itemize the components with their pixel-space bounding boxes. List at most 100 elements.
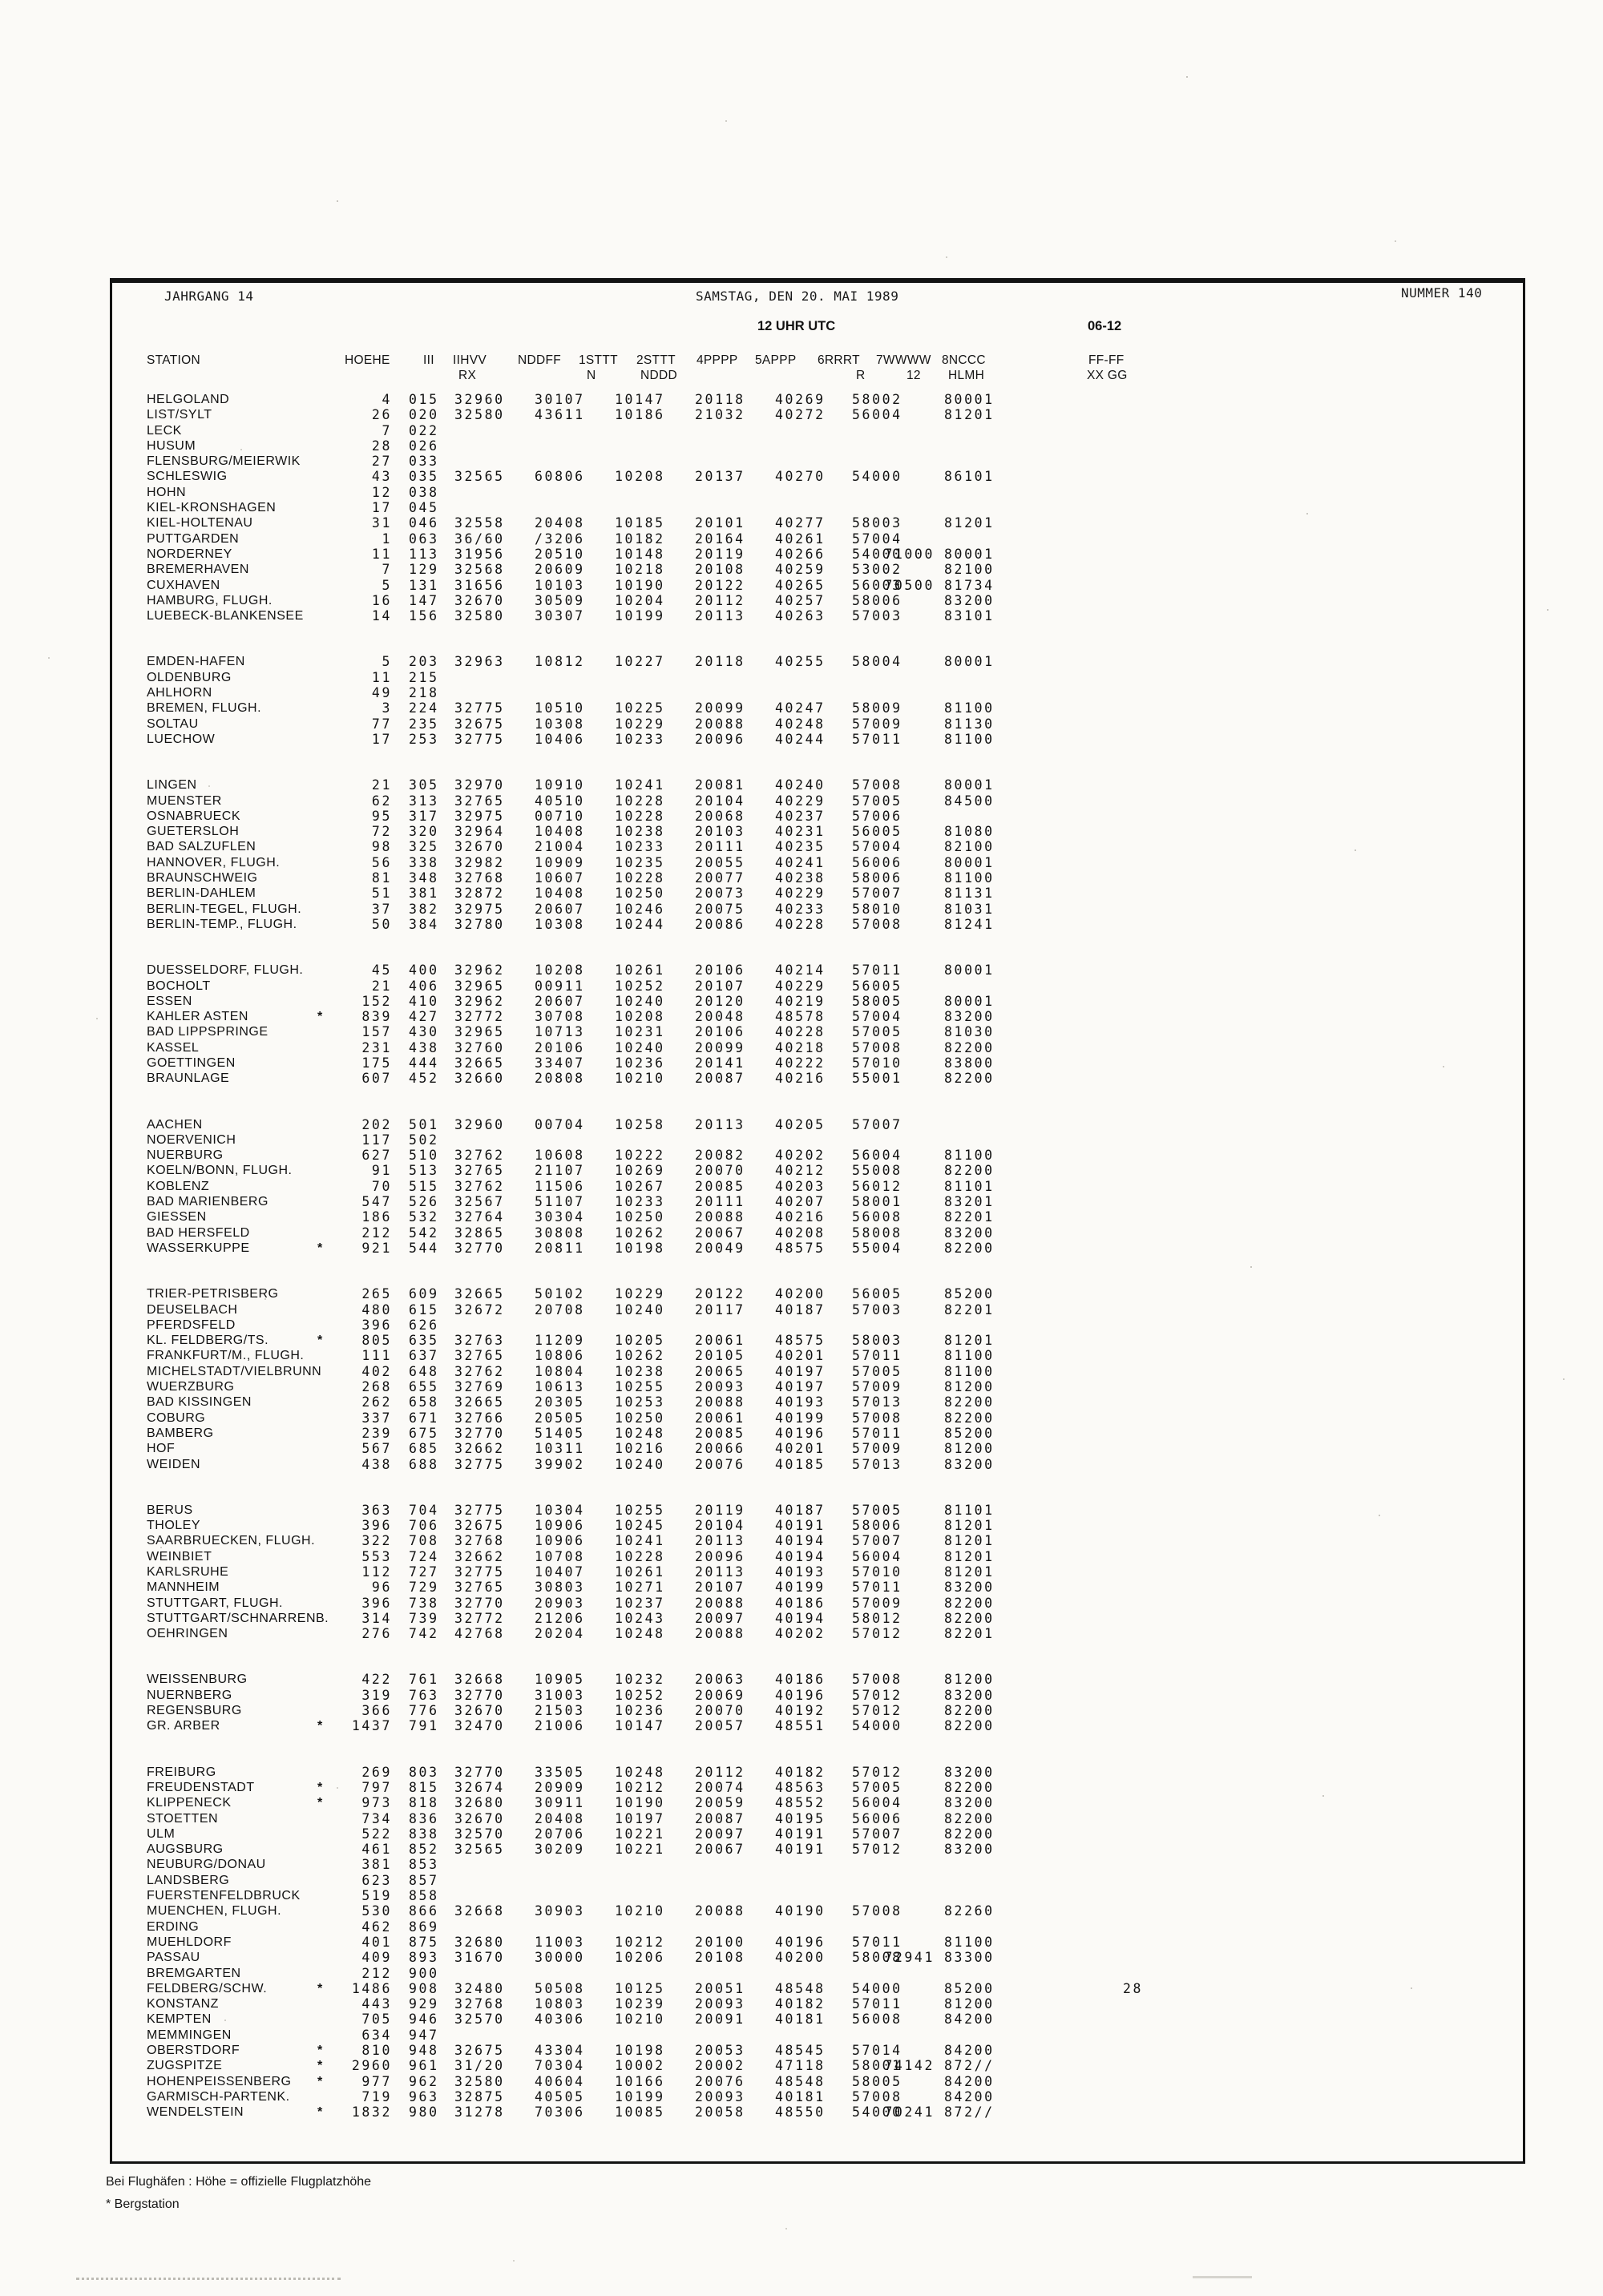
cell-hoehe: 401	[361, 1934, 392, 1950]
cell-name: ERDING	[147, 1919, 200, 1934]
cell-name: CUXHAVEN	[147, 578, 220, 592]
station-row: ERDING 462 869	[147, 1919, 1349, 1935]
cell-hoehe: 239	[361, 1425, 392, 1441]
cell-name: STUTTGART, FLUGH.	[147, 1596, 283, 1610]
cell-v3: 10210	[615, 1903, 665, 1919]
cell-v6: 57007	[852, 886, 902, 902]
cell-v1: 32764	[454, 1209, 505, 1225]
cell-hoehe: 62	[371, 793, 392, 809]
cell-v2: 20903	[535, 1595, 585, 1611]
cell-v2: 21503	[535, 1703, 585, 1719]
cell-iii: 675	[409, 1425, 439, 1441]
cell-hoehe: 402	[361, 1363, 392, 1379]
cell-v1: 32770	[454, 1595, 505, 1611]
cell-v6: 54000	[852, 469, 902, 485]
col-header-iihvv: IIHVV	[453, 353, 487, 367]
cell-name: DEUSELBACH	[147, 1302, 238, 1317]
cell-v4: 20048	[695, 1009, 745, 1025]
cell-iii: 963	[409, 2088, 439, 2104]
cell-name: KAHLER ASTEN	[147, 1010, 248, 1024]
cell-hoehe: 12	[371, 484, 392, 500]
cell-iii: 348	[409, 870, 439, 886]
cell-hoehe: 152	[361, 993, 392, 1009]
cell-v3: 10212	[615, 1934, 665, 1950]
cell-hoehe: 72	[371, 824, 392, 840]
footnote-bergstation: * Bergstation	[106, 2197, 180, 2211]
cell-v5: 40248	[775, 716, 826, 732]
cell-v2: 30903	[535, 1903, 585, 1919]
cell-v4: 20074	[695, 1779, 745, 1795]
col-subheader-n: N	[587, 369, 596, 382]
cell-v4: 20082	[695, 1148, 745, 1164]
cell-v1: 32775	[454, 1502, 505, 1518]
cell-nccc: 81201	[944, 1533, 995, 1549]
cell-nccc: 83200	[944, 1456, 995, 1472]
cell-v1: 32768	[454, 1996, 505, 2012]
cell-nccc: 81101	[944, 1178, 995, 1194]
cell-v1: 32665	[454, 1055, 505, 1071]
cell-iii: 427	[409, 1009, 439, 1025]
cell-name: STUTTGART/SCHNARRENB.	[147, 1611, 329, 1625]
cell-v5: 40194	[775, 1548, 826, 1564]
col-header-5appp: 5APPP	[755, 353, 797, 367]
cell-hoehe: 37	[371, 901, 392, 917]
cell-v3: 10228	[615, 808, 665, 824]
cell-v1: 32665	[454, 1286, 505, 1302]
cell-nccc: 82200	[944, 1718, 995, 1734]
cell-v2: 60806	[535, 469, 585, 485]
cell-hoehe: 623	[361, 1872, 392, 1888]
station-row: BAD SALZUFLEN 98 325 32670 21004 10233 20111 40…	[147, 839, 1349, 854]
cell-v1: 32965	[454, 978, 505, 994]
cell-v5: 40229	[775, 793, 826, 809]
cell-v4: 20113	[695, 1533, 745, 1549]
cell-iii: 637	[409, 1348, 439, 1364]
cell-v4: 20106	[695, 1024, 745, 1040]
cell-v4: 20055	[695, 854, 745, 870]
cell-name: BRAUNLAGE	[147, 1071, 230, 1086]
cell-v4: 20068	[695, 808, 745, 824]
cell-v1: 32766	[454, 1410, 505, 1426]
cell-iii: 035	[409, 469, 439, 485]
cell-iii: 113	[409, 546, 439, 562]
col-header-ffff: FF-FF	[1088, 353, 1125, 367]
cell-v4: 20108	[695, 562, 745, 578]
cell-v3: 10208	[615, 469, 665, 485]
cell-v1: 32975	[454, 808, 505, 824]
cell-v2: 10408	[535, 886, 585, 902]
station-row: GR. ARBER * 1437 791 32470 21006 10147 20057 485…	[147, 1718, 1349, 1733]
cell-name: NUERNBERG	[147, 1688, 232, 1702]
station-row: ULM 522 838 32570 20706 10221 20097 40191 57007 8…	[147, 1826, 1349, 1842]
cell-v4: 20101	[695, 515, 745, 531]
cell-v3: 10210	[615, 1071, 665, 1087]
cell-v1: 32762	[454, 1148, 505, 1164]
station-row: BRAUNSCHWEIG 81 348 32768 10607 10228 20077 402…	[147, 870, 1349, 886]
cell-v4: 20099	[695, 1039, 745, 1055]
cell-hoehe: 443	[361, 1996, 392, 2012]
cell-v2: 40505	[535, 2088, 585, 2104]
cell-v5: 40208	[775, 1225, 826, 1241]
cell-v3: 10182	[615, 531, 665, 547]
cell-v3: 10241	[615, 1533, 665, 1549]
cell-hoehe: 49	[371, 685, 392, 701]
cell-iii: 026	[409, 438, 439, 454]
cell-v3: 10253	[615, 1394, 665, 1410]
cell-name: MICHELSTADT/VIELBRUNN	[147, 1364, 322, 1378]
station-row: COBURG 337 671 32766 20505 10250 20061 40199 570…	[147, 1410, 1349, 1426]
cell-v5: 40196	[775, 1934, 826, 1950]
cell-hoehe: 1832	[351, 2104, 392, 2120]
station-row: WENDELSTEIN * 1832 980 31278 70306 10085 20058 4…	[147, 2104, 1349, 2120]
cell-v1: 32770	[454, 1687, 505, 1703]
cell-hoehe: 438	[361, 1456, 392, 1472]
cell-name: LINGEN	[147, 778, 197, 793]
cell-iii: 853	[409, 1857, 439, 1873]
cell-v5: 40190	[775, 1903, 826, 1919]
station-row: AACHEN 202 501 32960 00704 10258 20113 40205 570…	[147, 1117, 1349, 1132]
cell-iii: 857	[409, 1872, 439, 1888]
cell-iii: 253	[409, 731, 439, 747]
cell-iii: 658	[409, 1394, 439, 1410]
cell-v1: 32580	[454, 2073, 505, 2089]
station-row: BERUS 363 704 32775 10304 10255 20119 40187 5700…	[147, 1503, 1349, 1518]
cell-nccc: 81201	[944, 1518, 995, 1534]
cell-name: NUERBURG	[147, 1148, 224, 1163]
cell-v2: 39902	[535, 1456, 585, 1472]
